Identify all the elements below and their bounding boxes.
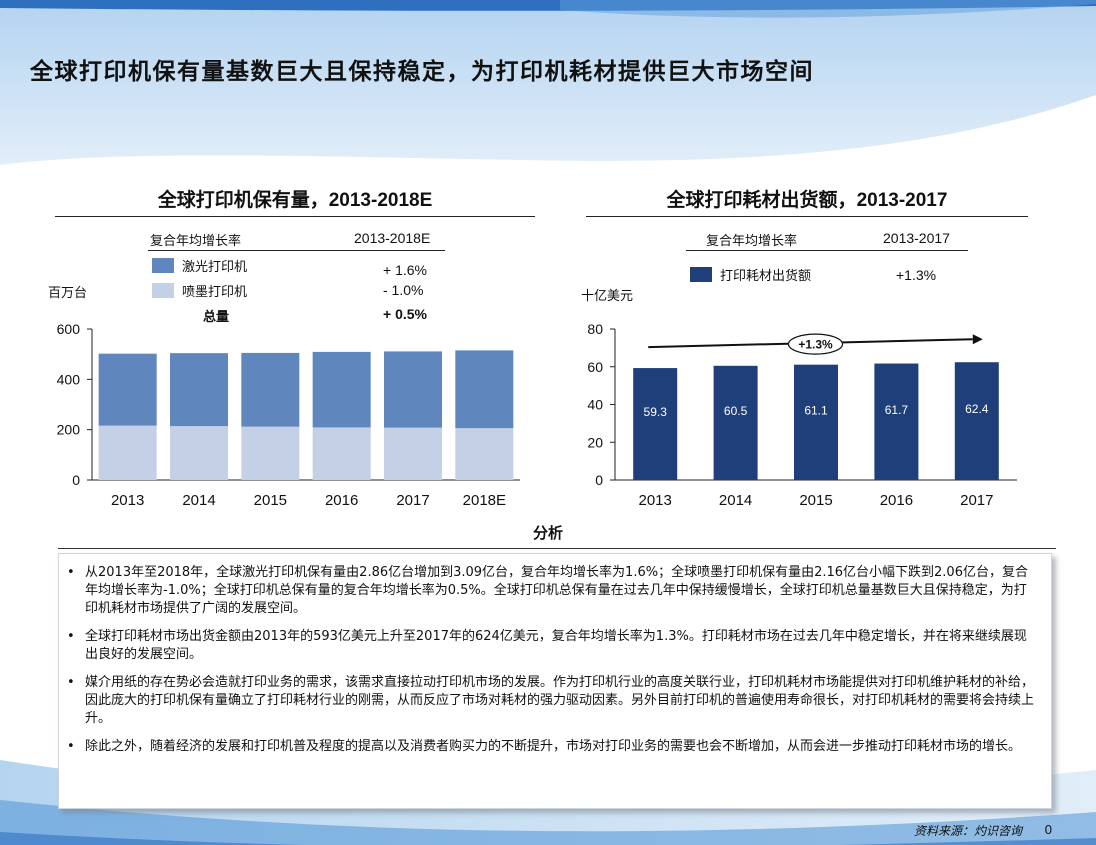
right-chart-title-rule <box>586 216 1028 217</box>
legend-item-inkjet: 喷墨打印机 <box>152 281 247 300</box>
left-x-tick-label: 2016 <box>325 492 358 509</box>
right-chart-title-years: 2013-2017 <box>856 190 948 211</box>
right-y-tick-label: 80 <box>587 321 603 337</box>
right-chart-title: 全球打印耗材出货额，2013-2017 <box>586 185 1028 212</box>
analysis-bullet-1: 从2013年至2018年，全球激光打印机保有量由2.86亿台增加到3.09亿台，… <box>67 564 1039 618</box>
bar-inkjet <box>170 426 228 480</box>
bar-consumables <box>794 364 838 480</box>
bar-laser <box>455 350 514 429</box>
left-chart-title: 全球打印机保有量，2013-2018E <box>55 185 535 212</box>
analysis-bullet-4: 除此之外，随着经济的发展和打印机普及程度的提高以及消费者购买力的不断提升，市场对… <box>67 738 1039 756</box>
legend-item-total: 总量 <box>203 306 229 325</box>
bar-laser <box>384 351 442 428</box>
trend-label: +1.3% <box>798 338 833 352</box>
bar-consumables <box>954 362 999 480</box>
bar-laser <box>98 353 157 426</box>
right-x-tick-label: 2015 <box>799 492 832 509</box>
left-x-tick-label: 2013 <box>111 492 144 509</box>
bar-value-label: 60.5 <box>724 404 748 418</box>
legend-label-consumables: 打印耗材出货额 <box>720 269 812 284</box>
right-chart-unit: 十亿美元 <box>581 289 634 304</box>
right-legend-header-period: 2013-2017 <box>883 230 950 246</box>
analysis-list: 从2013年至2018年，全球激光打印机保有量由2.86亿台增加到3.09亿台，… <box>65 564 1039 756</box>
analysis-bullet-3: 媒介用纸的存在势必会造就打印业务的需求，该需求直接拉动打印机市场的发展。作为打印… <box>67 674 1039 728</box>
right-y-tick-label: 20 <box>587 434 603 450</box>
legend-swatch-laser <box>152 258 174 273</box>
bar-inkjet <box>98 425 157 480</box>
bar-consumables <box>874 363 919 480</box>
legend-value-total: + 0.5% <box>383 306 427 322</box>
left-legend-header-label: 复合年均增长率 <box>150 234 242 249</box>
bar-inkjet <box>312 427 371 480</box>
left-x-tick-label: 2017 <box>396 492 429 509</box>
analysis-box: 从2013年至2018年，全球激光打印机保有量由2.86亿台增加到3.09亿台，… <box>58 553 1052 809</box>
trend-label-badge <box>787 333 844 355</box>
left-y-tick-label: 0 <box>72 472 80 488</box>
bar-value-label: 59.3 <box>644 405 668 419</box>
legend-value-laser: + 1.6% <box>383 262 427 278</box>
legend-value-consumables: +1.3% <box>896 267 937 283</box>
right-legend-header-label: 复合年均增长率 <box>706 234 798 249</box>
left-y-tick-label: 400 <box>57 371 81 387</box>
bar-laser <box>170 353 228 427</box>
legend-swatch-inkjet <box>152 283 174 298</box>
left-chart-unit: 百万台 <box>48 286 88 301</box>
trend-arrowhead <box>972 334 983 345</box>
left-chart-title-cn: 全球打印机保有量， <box>157 189 329 211</box>
legend-value-inkjet: - 1.0% <box>383 282 424 298</box>
left-x-tick-label: 2014 <box>182 492 215 509</box>
left-legend-header-period: 2013-2018E <box>354 230 431 246</box>
left-chart-title-rule <box>55 216 535 217</box>
analysis-title-rule <box>58 548 1056 549</box>
legend-swatch-consumables <box>690 267 712 282</box>
left-x-tick-label: 2018E <box>463 492 506 509</box>
legend-label-total: 总量 <box>203 310 230 325</box>
right-chart-title-cn: 全球打印耗材出货额， <box>666 189 857 211</box>
legend-item-laser: 激光打印机 <box>152 256 247 275</box>
bar-value-label: 61.1 <box>804 403 828 417</box>
bar-inkjet <box>455 428 514 480</box>
analysis-title: 分析 <box>532 524 563 542</box>
right-legend-rule <box>686 250 968 251</box>
bar-inkjet <box>241 426 300 480</box>
left-legend-rule <box>148 250 445 251</box>
right-y-tick-label: 40 <box>587 397 603 413</box>
right-x-tick-label: 2017 <box>960 492 993 509</box>
bar-laser <box>312 351 371 428</box>
left-x-tick-label: 2015 <box>254 492 287 509</box>
right-x-tick-label: 2013 <box>639 492 672 509</box>
bar-inkjet <box>384 427 442 480</box>
left-y-tick-label: 600 <box>57 321 81 337</box>
bar-consumables <box>633 368 678 480</box>
right-y-tick-label: 0 <box>595 472 603 488</box>
right-x-tick-label: 2016 <box>880 492 913 509</box>
left-chart-title-years: 2013-2018E <box>328 190 433 211</box>
bar-laser <box>241 352 300 427</box>
right-y-tick-label: 60 <box>587 359 603 375</box>
analysis-bullet-2: 全球打印耗材市场出货金额由2013年的593亿美元上升至2017年的624亿美元… <box>67 628 1039 664</box>
right-x-tick-label: 2014 <box>719 492 752 509</box>
bar-value-label: 61.7 <box>885 403 909 417</box>
legend-item-consumables: 打印耗材出货额 <box>690 265 811 284</box>
legend-label-laser: 激光打印机 <box>182 260 248 275</box>
page-title: 全球打印机保有量基数巨大且保持稳定，为打印机耗材提供巨大市场空间 <box>30 59 814 85</box>
bar-value-label: 62.4 <box>965 402 989 416</box>
page-number: 0 <box>1044 822 1052 837</box>
left-y-tick-label: 200 <box>57 422 81 438</box>
legend-label-inkjet: 喷墨打印机 <box>182 285 248 300</box>
source-note: 资料来源：灼识咨询 <box>913 824 1022 838</box>
bar-consumables <box>713 365 758 480</box>
